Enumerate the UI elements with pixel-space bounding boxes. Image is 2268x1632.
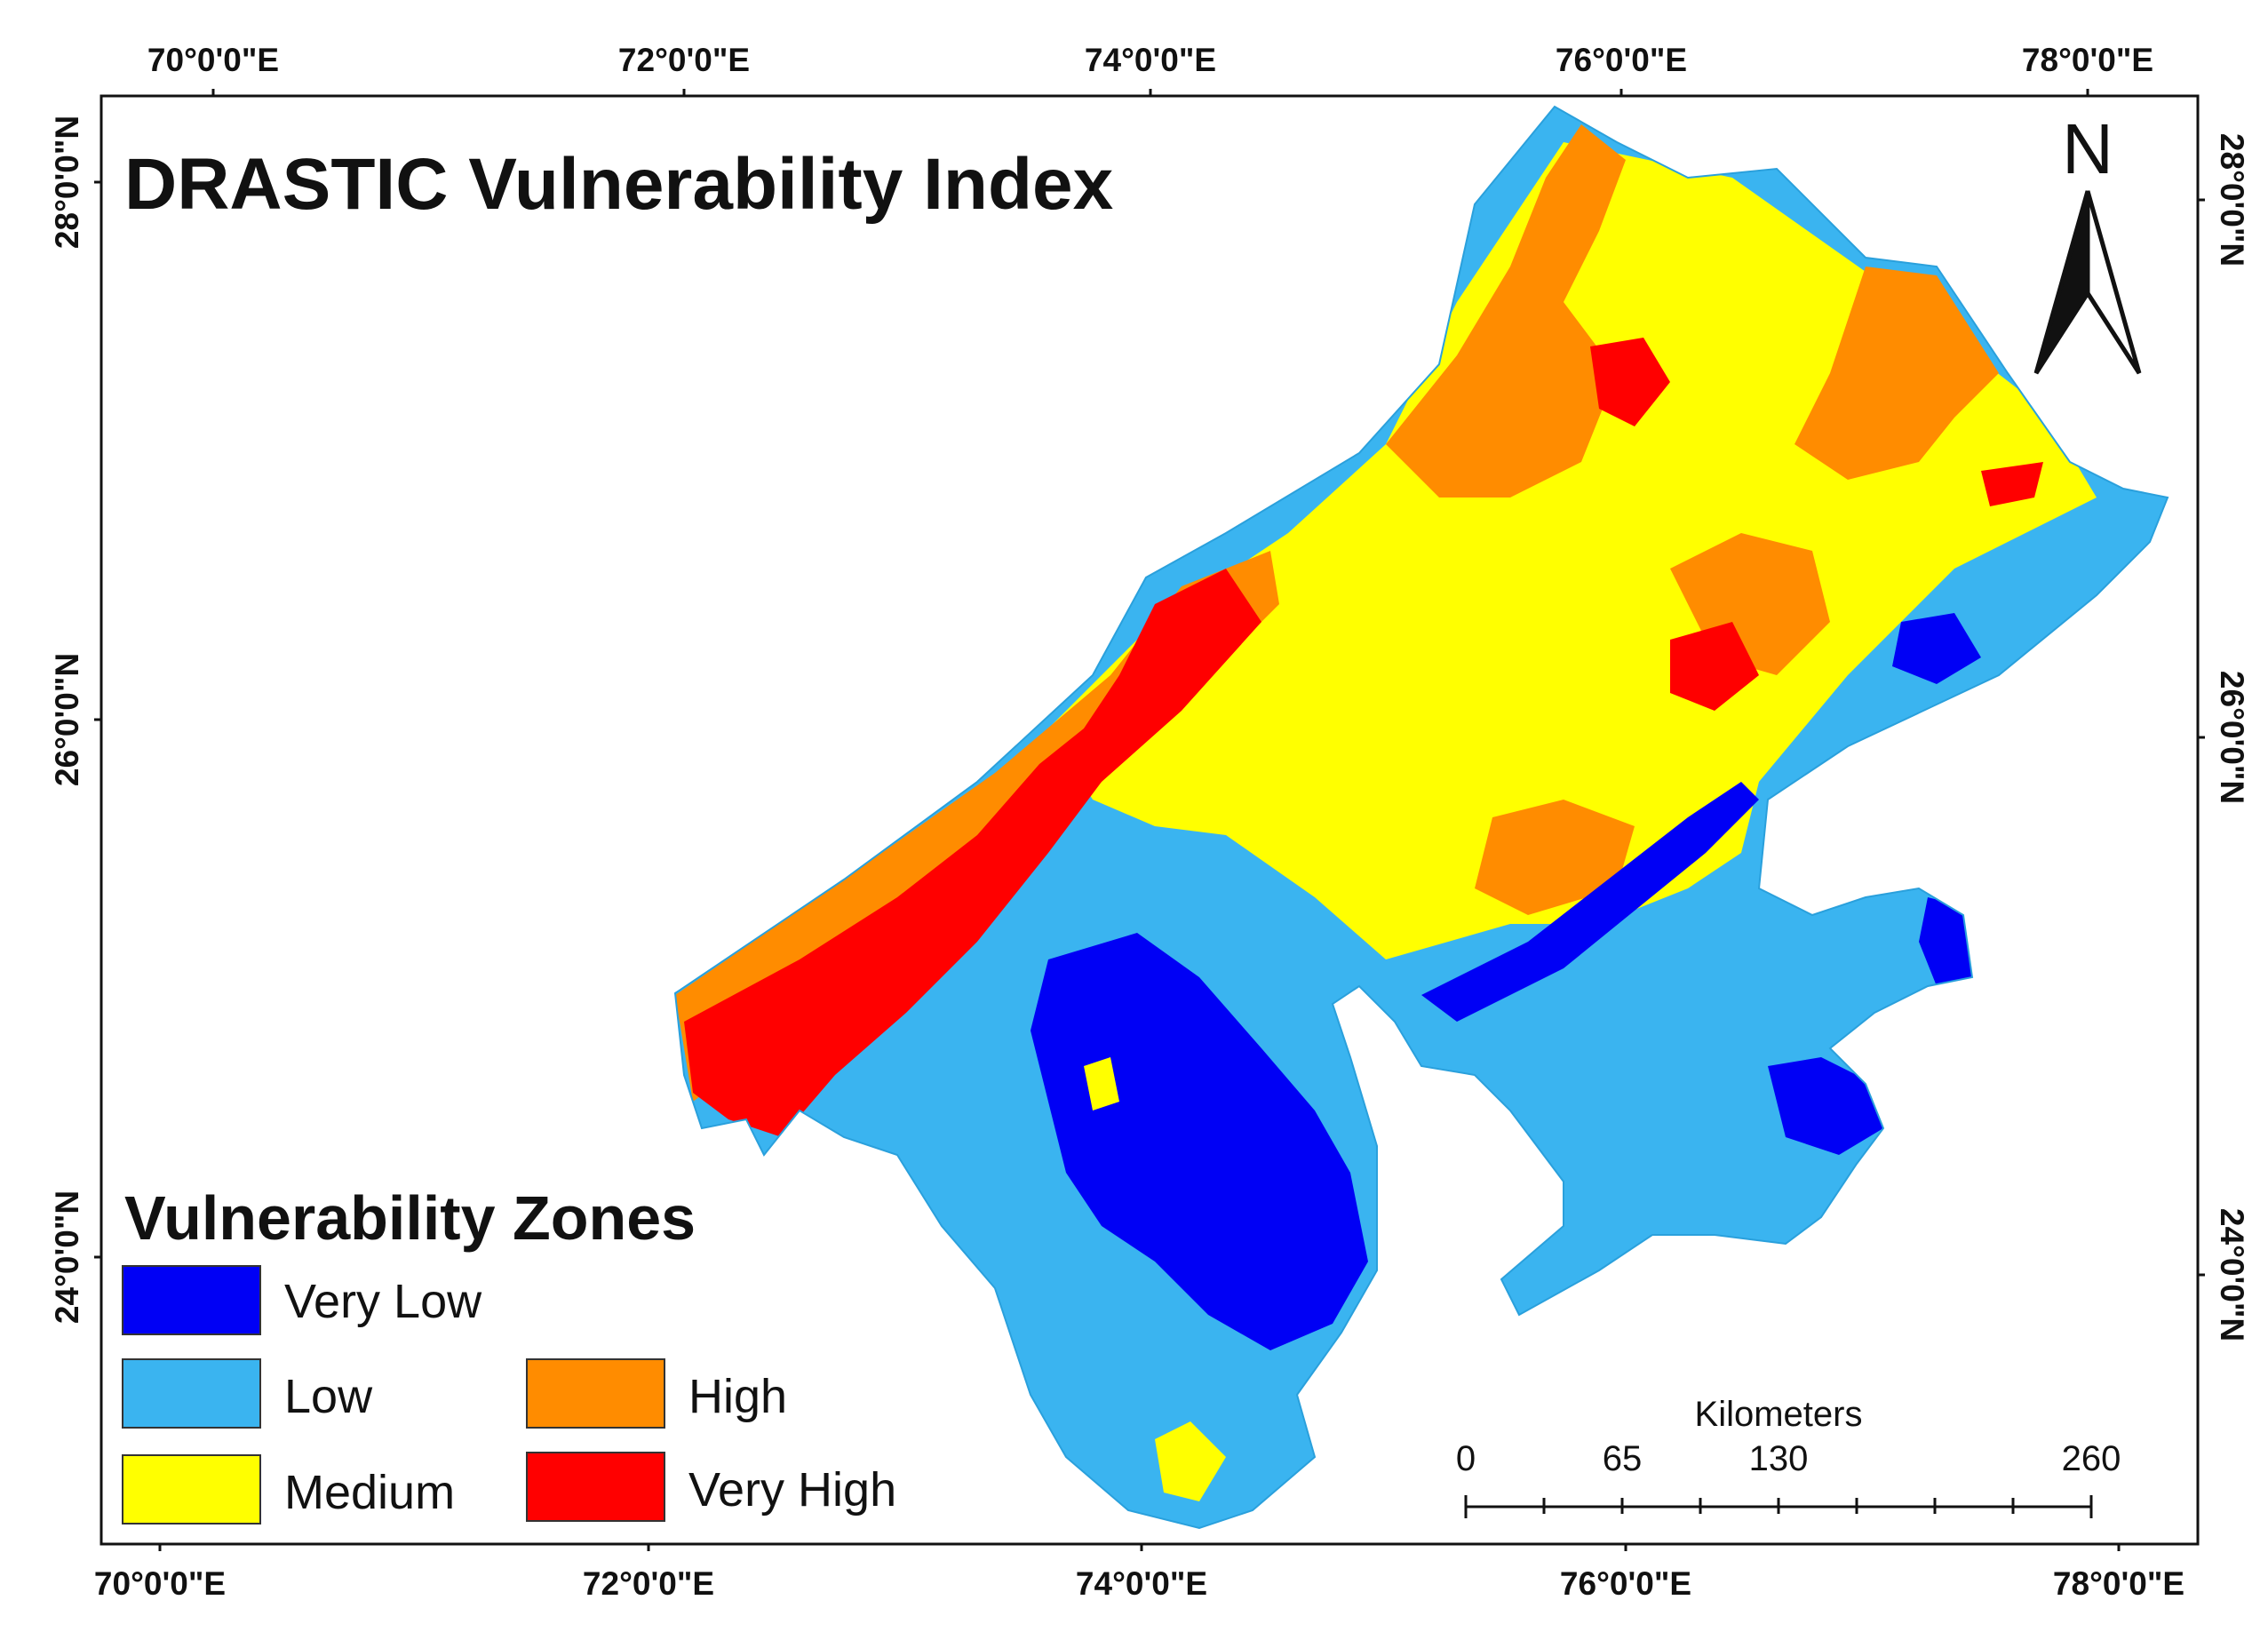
- zone-very-low-south: [1031, 933, 1368, 1350]
- zone-medium-north: [1048, 142, 2097, 959]
- legend-label-medium: Medium: [284, 1466, 455, 1519]
- scale-label-260: 260: [2062, 1439, 2121, 1478]
- lon-label-70-bottom: 70°0'0"E: [94, 1565, 226, 1602]
- lon-label-70-top: 70°0'0"E: [147, 42, 279, 78]
- legend-item-very-low: Very Low: [122, 1265, 482, 1335]
- zone-high-north: [1386, 124, 1626, 498]
- lon-label-74-bottom: 74°0'0"E: [1076, 1565, 1207, 1602]
- legend-item-medium: Medium: [122, 1454, 455, 1525]
- scale-units: Kilometers: [1695, 1395, 1863, 1434]
- legend-swatch-medium: [122, 1454, 261, 1525]
- lat-label-24-right: 24°0'0"N: [2214, 1208, 2250, 1341]
- legend: Vulnerability Zones Very Low Low Medium …: [122, 1183, 896, 1525]
- lon-label-76-bottom: 76°0'0"E: [1560, 1565, 1691, 1602]
- legend-label-very-high: Very High: [688, 1463, 896, 1517]
- lat-label-26-right: 26°0'0"N: [2214, 671, 2250, 804]
- zone-medium-patch-southwest: [1155, 1421, 1226, 1501]
- lon-labels-top: 70°0'0"E 72°0'0"E 74°0'0"E 76°0'0"E 78°0…: [147, 42, 2153, 78]
- map-title: DRASTIC Vulnerability Index: [124, 144, 1113, 225]
- legend-item-low: Low: [122, 1358, 373, 1429]
- scale-label-0: 0: [1456, 1439, 1476, 1478]
- zone-very-low-east-strip: [1892, 613, 1981, 684]
- zone-very-high-west: [684, 569, 1261, 1137]
- region-outline: [673, 105, 2169, 1530]
- scale-label-130: 130: [1749, 1439, 1809, 1478]
- lon-label-72-bottom: 72°0'0"E: [583, 1565, 714, 1602]
- legend-label-high: High: [688, 1370, 787, 1423]
- legend-swatch-very-low: [122, 1265, 261, 1335]
- scale-bar-line: [1464, 1495, 2093, 1518]
- lat-label-28-right: 28°0'0"N: [2214, 133, 2250, 267]
- zone-high-center: [1475, 800, 1635, 915]
- legend-item-high: High: [526, 1358, 787, 1429]
- legend-label-low: Low: [284, 1370, 373, 1423]
- zone-very-high-east: [1670, 622, 1759, 711]
- zone-very-low-east: [1919, 897, 1972, 986]
- lon-label-78-bottom: 78°0'0"E: [2053, 1565, 2184, 1602]
- lon-label-72-top: 72°0'0"E: [618, 42, 750, 78]
- frame-ticks: [94, 89, 2205, 1551]
- zone-medium-patch-south: [1084, 1057, 1119, 1111]
- lon-label-76-top: 76°0'0"E: [1556, 42, 1687, 78]
- lat-label-26-left: 26°0'0"N: [49, 653, 85, 786]
- north-arrow: N: [2033, 109, 2142, 375]
- lon-label-74-top: 74°0'0"E: [1085, 42, 1216, 78]
- lat-labels-left: 28°0'0"N 26°0'0"N 24°0'0"N: [49, 115, 85, 1324]
- legend-swatch-low: [122, 1358, 261, 1429]
- lon-label-78-top: 78°0'0"E: [2022, 42, 2153, 78]
- north-label: N: [2062, 109, 2113, 188]
- scale-bar: Kilometers 0 65 130 260: [1456, 1395, 2121, 1518]
- scale-label-65: 65: [1603, 1439, 1643, 1478]
- zone-very-low-streak: [1421, 782, 1759, 1022]
- legend-swatch-very-high: [526, 1452, 665, 1522]
- zone-very-low-southeast: [1768, 1057, 1883, 1155]
- lat-label-24-left: 24°0'0"N: [49, 1190, 85, 1324]
- north-arrow-icon: [2033, 190, 2142, 375]
- legend-label-very-low: Very Low: [284, 1275, 482, 1328]
- zone-very-high-north: [1590, 338, 1670, 426]
- zone-high-northeast: [1795, 267, 1999, 480]
- legend-item-very-high: Very High: [526, 1452, 896, 1522]
- zone-very-high-spot: [1981, 462, 2043, 506]
- lat-label-28-left: 28°0'0"N: [49, 115, 85, 249]
- lat-labels-right: 28°0'0"N 26°0'0"N 24°0'0"N: [2214, 133, 2250, 1341]
- legend-swatch-high: [526, 1358, 665, 1429]
- legend-title: Vulnerability Zones: [124, 1183, 696, 1253]
- lon-labels-bottom: 70°0'0"E 72°0'0"E 74°0'0"E 76°0'0"E 78°0…: [94, 1565, 2184, 1602]
